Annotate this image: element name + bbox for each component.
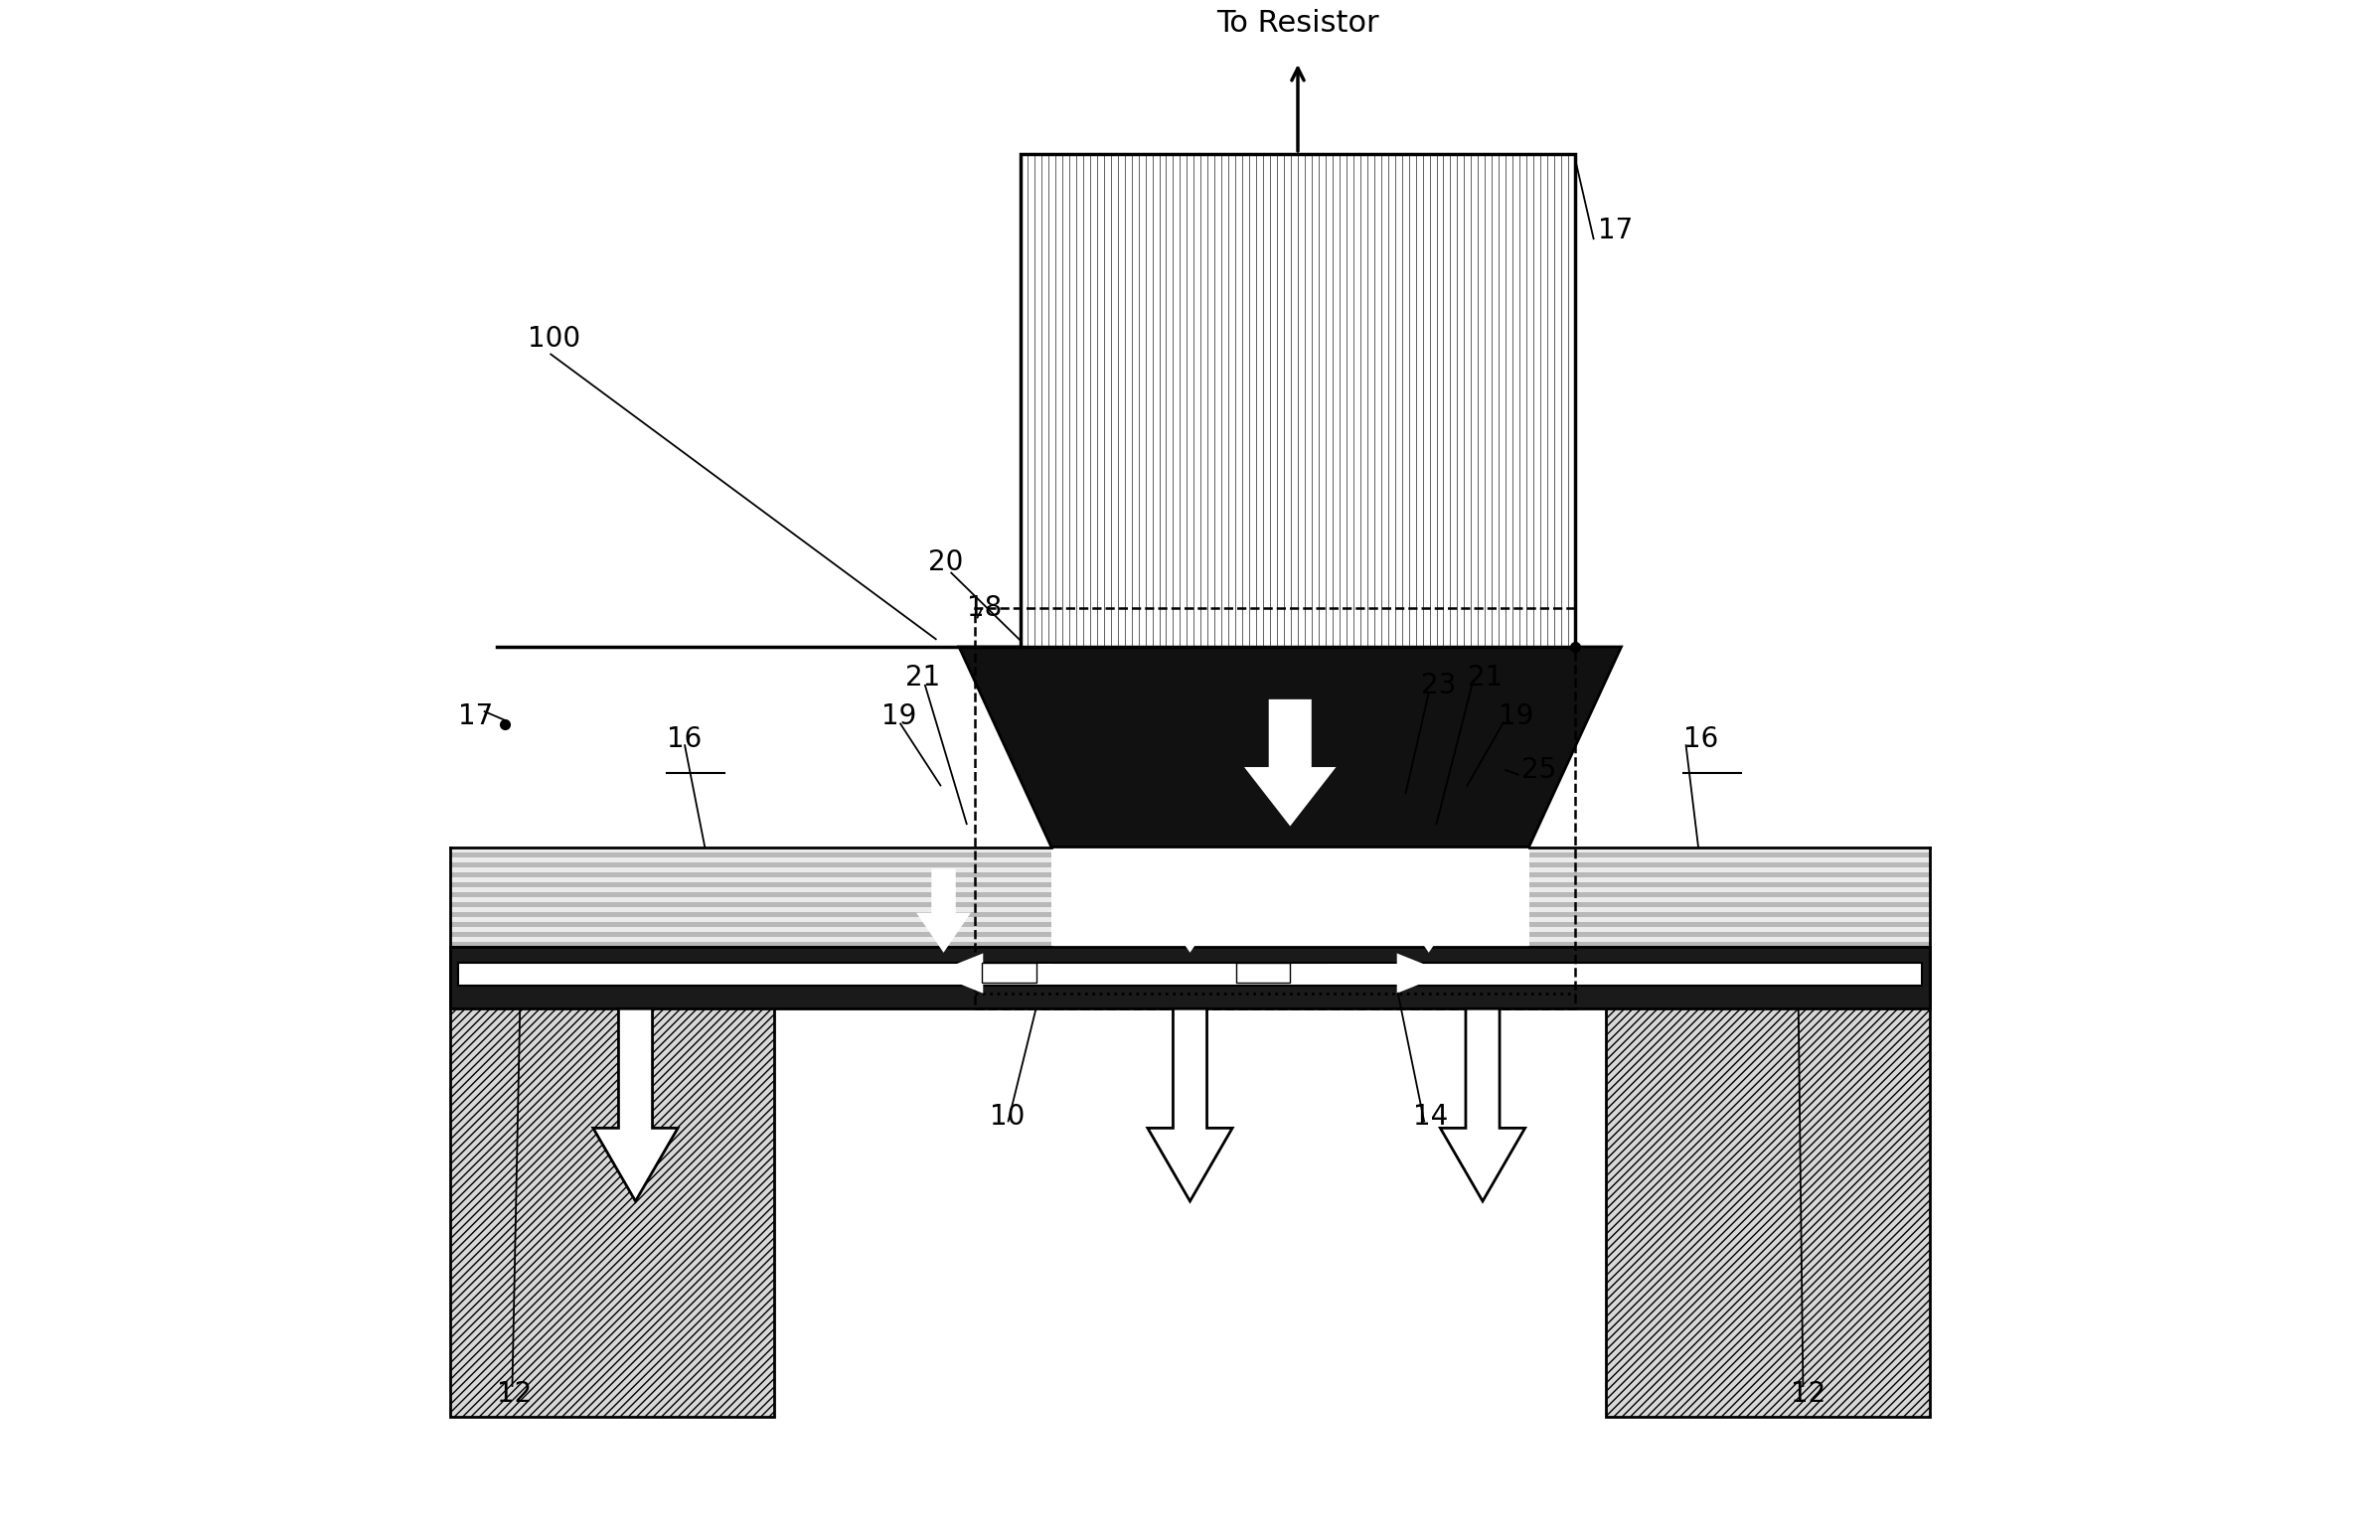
Polygon shape <box>1440 1009 1526 1201</box>
Bar <box>1528 927 1930 932</box>
Text: 16: 16 <box>666 725 702 753</box>
Bar <box>450 867 1052 872</box>
Bar <box>450 907 1052 912</box>
Bar <box>1528 872 1930 878</box>
Bar <box>450 947 774 1417</box>
Bar <box>450 947 1930 1009</box>
Bar <box>1528 892 1930 896</box>
Text: 17: 17 <box>1599 217 1633 245</box>
Bar <box>450 932 1052 936</box>
Bar <box>450 858 1052 862</box>
Bar <box>1528 858 1930 862</box>
Bar <box>1528 847 1930 852</box>
Bar <box>983 962 1035 983</box>
Bar <box>450 922 1052 927</box>
Text: 14: 14 <box>1414 1103 1449 1130</box>
Bar <box>450 862 1052 867</box>
Bar <box>450 936 1052 942</box>
Bar <box>1528 902 1930 907</box>
Bar <box>450 882 1052 887</box>
Text: 12: 12 <box>1790 1380 1825 1408</box>
Bar <box>1606 947 1930 1417</box>
Polygon shape <box>919 870 969 950</box>
Polygon shape <box>935 955 1052 992</box>
Text: 21: 21 <box>904 664 940 691</box>
Bar <box>459 962 1921 986</box>
Bar <box>450 892 1052 896</box>
Bar <box>450 912 1052 916</box>
Bar <box>973 608 1576 1009</box>
Bar <box>450 878 1052 882</box>
Bar <box>450 852 1052 856</box>
Bar <box>1528 912 1930 916</box>
Polygon shape <box>1147 1009 1233 1201</box>
Text: 19: 19 <box>883 702 916 730</box>
Bar <box>1528 878 1930 882</box>
Bar <box>1528 922 1930 927</box>
Bar <box>1528 918 1930 922</box>
Polygon shape <box>1328 955 1445 992</box>
Bar <box>450 918 1052 922</box>
Text: 23: 23 <box>1421 671 1457 699</box>
Bar <box>450 847 1052 852</box>
Text: 20: 20 <box>928 548 964 576</box>
Polygon shape <box>1247 701 1333 824</box>
Bar <box>1528 932 1930 936</box>
Text: 10: 10 <box>990 1103 1026 1130</box>
Text: 12: 12 <box>497 1380 531 1408</box>
Text: 21: 21 <box>1466 664 1502 691</box>
Text: To Resistor: To Resistor <box>1216 9 1378 37</box>
Bar <box>1235 962 1290 983</box>
Bar <box>1528 852 1930 856</box>
Bar <box>450 896 1052 902</box>
Bar <box>450 872 1052 878</box>
Text: 16: 16 <box>1683 725 1718 753</box>
Polygon shape <box>593 1009 678 1201</box>
Bar <box>1021 154 1576 647</box>
Text: 25: 25 <box>1521 756 1557 784</box>
Text: 19: 19 <box>1497 702 1533 730</box>
Bar <box>1528 887 1930 892</box>
Bar <box>1528 862 1930 867</box>
Bar <box>1528 936 1930 942</box>
Text: 17: 17 <box>459 702 493 730</box>
Bar <box>1528 867 1930 872</box>
Bar <box>1528 896 1930 902</box>
Bar <box>1528 882 1930 887</box>
Bar <box>1528 942 1930 947</box>
Bar <box>450 942 1052 947</box>
Bar <box>450 902 1052 907</box>
Bar <box>450 887 1052 892</box>
Polygon shape <box>1166 870 1214 950</box>
Text: 18: 18 <box>966 594 1002 622</box>
Bar <box>1528 907 1930 912</box>
Bar <box>1021 154 1576 647</box>
Text: 100: 100 <box>528 325 581 353</box>
Polygon shape <box>959 647 1621 847</box>
Polygon shape <box>1404 870 1454 950</box>
Bar <box>450 927 1052 932</box>
